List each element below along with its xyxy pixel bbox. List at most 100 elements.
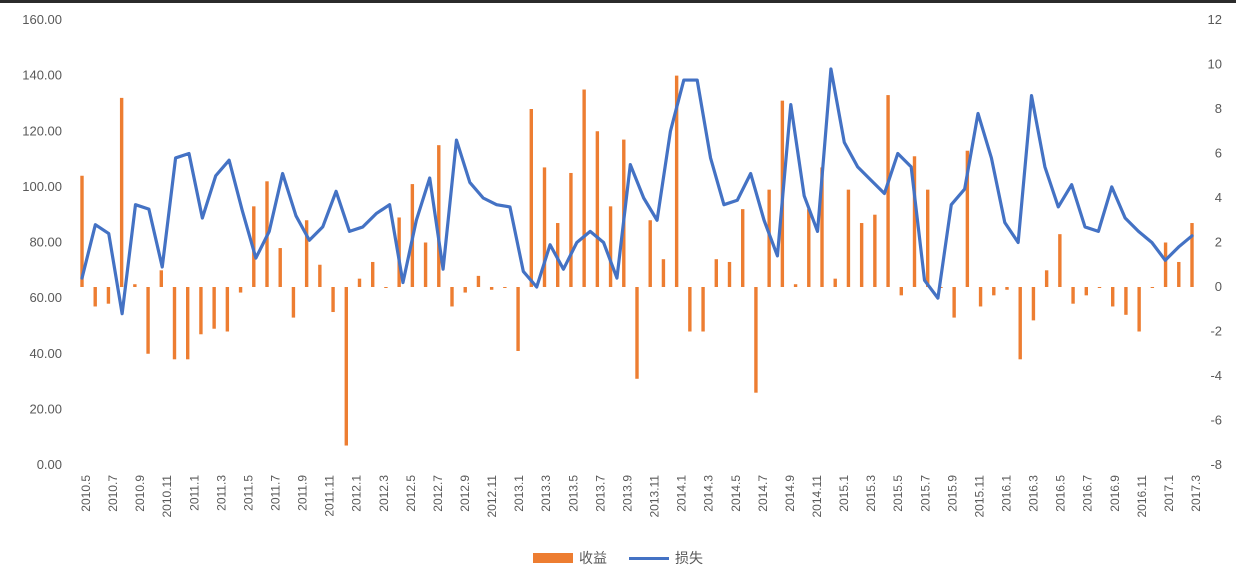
x-tick-label: 2013.11 bbox=[648, 475, 662, 518]
bar bbox=[1177, 261, 1181, 287]
bar bbox=[331, 287, 335, 313]
bar bbox=[437, 145, 441, 287]
x-tick-label: 2012.11 bbox=[485, 475, 499, 518]
bar bbox=[450, 287, 454, 307]
x-tick-label: 2013.7 bbox=[593, 475, 607, 512]
bar bbox=[793, 284, 798, 287]
x-tick-label: 2010.5 bbox=[79, 475, 93, 512]
x-tick-label: 2015.3 bbox=[864, 475, 878, 512]
bar bbox=[304, 220, 309, 287]
legend-item-income[interactable]: 收益 bbox=[533, 548, 607, 568]
x-tick-label: 2011.11 bbox=[323, 475, 337, 517]
x-tick-label: 2017.1 bbox=[1162, 475, 1176, 512]
bar bbox=[741, 209, 745, 287]
bar bbox=[516, 287, 520, 351]
legend-label-loss: 损失 bbox=[675, 551, 703, 567]
bar bbox=[172, 287, 177, 360]
bar bbox=[701, 287, 705, 332]
left-tick-label: 100.00 bbox=[22, 179, 62, 194]
bar bbox=[952, 287, 956, 318]
bar bbox=[608, 206, 613, 287]
bar bbox=[344, 287, 348, 446]
x-tick-label: 2012.1 bbox=[350, 475, 364, 512]
x-tick-label: 2013.5 bbox=[566, 475, 580, 512]
legend-swatch-bar bbox=[533, 553, 573, 563]
bar bbox=[1031, 287, 1036, 321]
bar bbox=[992, 287, 996, 296]
left-tick-label: 80.00 bbox=[29, 235, 62, 250]
bar bbox=[926, 189, 930, 287]
bar bbox=[582, 89, 586, 287]
x-tick-label: 2015.9 bbox=[945, 475, 959, 512]
bar bbox=[146, 287, 150, 354]
x-tick-label: 2016.11 bbox=[1135, 475, 1149, 518]
right-tick-label: 8 bbox=[1215, 101, 1222, 116]
chart: 0.00 20.00 40.00 60.00 80.00 100.00 120.00 140.… bbox=[22, 12, 1222, 518]
bar bbox=[727, 261, 732, 287]
x-tick-label: 2014.1 bbox=[675, 475, 689, 512]
x-tick-label: 2011.7 bbox=[269, 475, 283, 511]
x-tick-label: 2014.7 bbox=[756, 475, 770, 512]
bar bbox=[661, 259, 666, 287]
bar bbox=[384, 287, 388, 288]
bar bbox=[569, 172, 573, 287]
legend: 收益 损失 bbox=[0, 548, 1236, 568]
bar bbox=[1084, 287, 1088, 296]
top-border bbox=[0, 0, 1236, 3]
x-tick-label: 2016.5 bbox=[1054, 475, 1068, 512]
x-tick-label: 2011.1 bbox=[187, 475, 201, 511]
x-tick-label: 2016.1 bbox=[999, 475, 1013, 512]
bar bbox=[873, 214, 877, 287]
legend-item-loss[interactable]: 损失 bbox=[629, 548, 703, 568]
bar bbox=[912, 156, 917, 287]
x-tick-label: 2015.11 bbox=[972, 475, 986, 518]
bar bbox=[80, 175, 84, 287]
left-tick-label: 0.00 bbox=[37, 457, 62, 472]
bar bbox=[556, 223, 560, 287]
bar bbox=[199, 287, 203, 335]
bar bbox=[899, 287, 903, 296]
bar bbox=[754, 287, 758, 393]
bar bbox=[318, 264, 322, 287]
legend-swatch-line bbox=[629, 556, 669, 560]
bar bbox=[106, 287, 111, 304]
bar bbox=[476, 275, 481, 288]
bar bbox=[93, 287, 97, 307]
x-tick-label: 2015.5 bbox=[891, 475, 905, 512]
right-axis: -8 -6 -4 -2 0 2 4 6 8 10 12 bbox=[1208, 12, 1222, 472]
bar bbox=[1044, 270, 1049, 287]
x-tick-label: 2012.5 bbox=[404, 475, 418, 512]
bar bbox=[1097, 287, 1102, 288]
x-tick-label: 2013.9 bbox=[620, 475, 634, 512]
bar bbox=[688, 287, 692, 332]
x-tick-label: 2014.3 bbox=[702, 475, 716, 512]
bar bbox=[846, 189, 851, 287]
bar bbox=[503, 287, 507, 288]
bar bbox=[1111, 287, 1115, 307]
x-tick-label: 2011.5 bbox=[241, 475, 255, 511]
bar bbox=[357, 278, 362, 287]
x-tick-label: 2010.9 bbox=[133, 475, 147, 512]
x-tick-label: 2014.9 bbox=[783, 475, 797, 512]
x-tick-label: 2013.3 bbox=[539, 475, 553, 512]
right-tick-label: -4 bbox=[1210, 368, 1222, 383]
bar bbox=[186, 287, 190, 360]
line-series bbox=[80, 67, 1194, 316]
bar bbox=[1163, 242, 1168, 287]
x-axis: 2010.5 2010.7 2010.9 2010.11 2011.1 2011.3 201… bbox=[79, 475, 1203, 518]
bar bbox=[965, 150, 970, 287]
left-tick-label: 120.00 bbox=[22, 123, 62, 138]
right-tick-label: 6 bbox=[1215, 146, 1222, 161]
bar bbox=[1137, 287, 1141, 332]
bar bbox=[1150, 287, 1155, 288]
left-tick-label: 20.00 bbox=[29, 401, 62, 416]
right-tick-label: 10 bbox=[1208, 57, 1222, 72]
bar bbox=[119, 97, 124, 288]
bar bbox=[1071, 287, 1075, 304]
bar bbox=[278, 248, 282, 287]
left-axis: 0.00 20.00 40.00 60.00 80.00 100.00 120.00 140.… bbox=[22, 12, 62, 472]
legend-label-income: 收益 bbox=[579, 551, 607, 567]
bar bbox=[648, 220, 652, 287]
left-tick-label: 60.00 bbox=[29, 290, 62, 305]
bar bbox=[886, 95, 890, 287]
